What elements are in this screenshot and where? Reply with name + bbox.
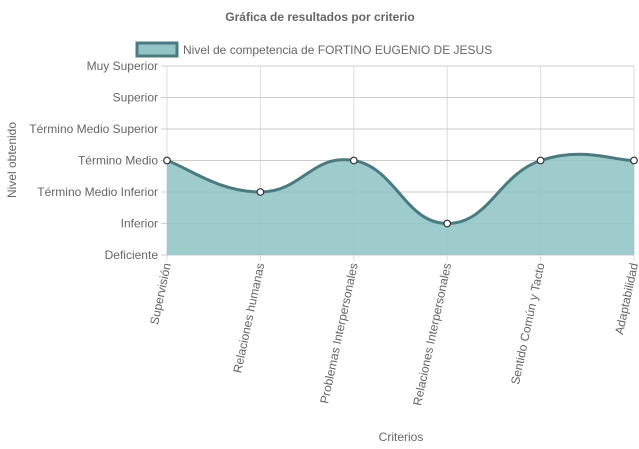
- data-point[interactable]: [256, 188, 265, 196]
- data-point[interactable]: [630, 156, 638, 165]
- data-point[interactable]: [163, 156, 171, 165]
- x-axis-label: Criterios: [379, 430, 424, 444]
- legend-label[interactable]: Nivel de competencia de FORTINO EUGENIO …: [183, 43, 492, 57]
- data-point[interactable]: [349, 156, 358, 165]
- x-tick-label: Relaciones Interpersonales: [410, 262, 454, 407]
- x-tick-label: Relaciones humanas: [230, 262, 267, 375]
- y-tick-labels: Deficiente Inferior Término Medio Inferior…: [29, 59, 158, 262]
- y-tick-label: Superior: [113, 91, 158, 105]
- x-tick-label: Problemas Interpersonales: [317, 262, 361, 405]
- data-point[interactable]: [443, 219, 452, 228]
- legend[interactable]: Nivel de competencia de FORTINO EUGENIO …: [135, 41, 492, 58]
- y-tick-label: Término Medio: [78, 154, 158, 168]
- y-axis-label: Nivel obtenido: [5, 122, 19, 198]
- y-tick-label: Término Medio Inferior: [37, 185, 158, 199]
- y-tick-label: Deficiente: [105, 248, 159, 262]
- y-tick-label: Término Medio Superior: [29, 122, 158, 136]
- x-tick-label: Adaptabilidad: [612, 262, 639, 336]
- data-point[interactable]: [536, 156, 545, 165]
- x-tick-label: Supervisión: [147, 262, 174, 326]
- area-layer: [166, 152, 635, 255]
- y-tick-label: Muy Superior: [87, 59, 158, 73]
- y-tick-label: Inferior: [121, 217, 158, 231]
- series-area-fill: [167, 154, 634, 255]
- data-points[interactable]: [163, 156, 638, 228]
- legend-swatch[interactable]: [135, 41, 179, 58]
- x-tick-labels: Supervisión Relaciones humanas Problemas I…: [147, 261, 639, 406]
- chart-title: Gráfica de resultados por criterio: [225, 10, 414, 24]
- x-tick-label: Sentido Común y Tacto: [508, 261, 548, 385]
